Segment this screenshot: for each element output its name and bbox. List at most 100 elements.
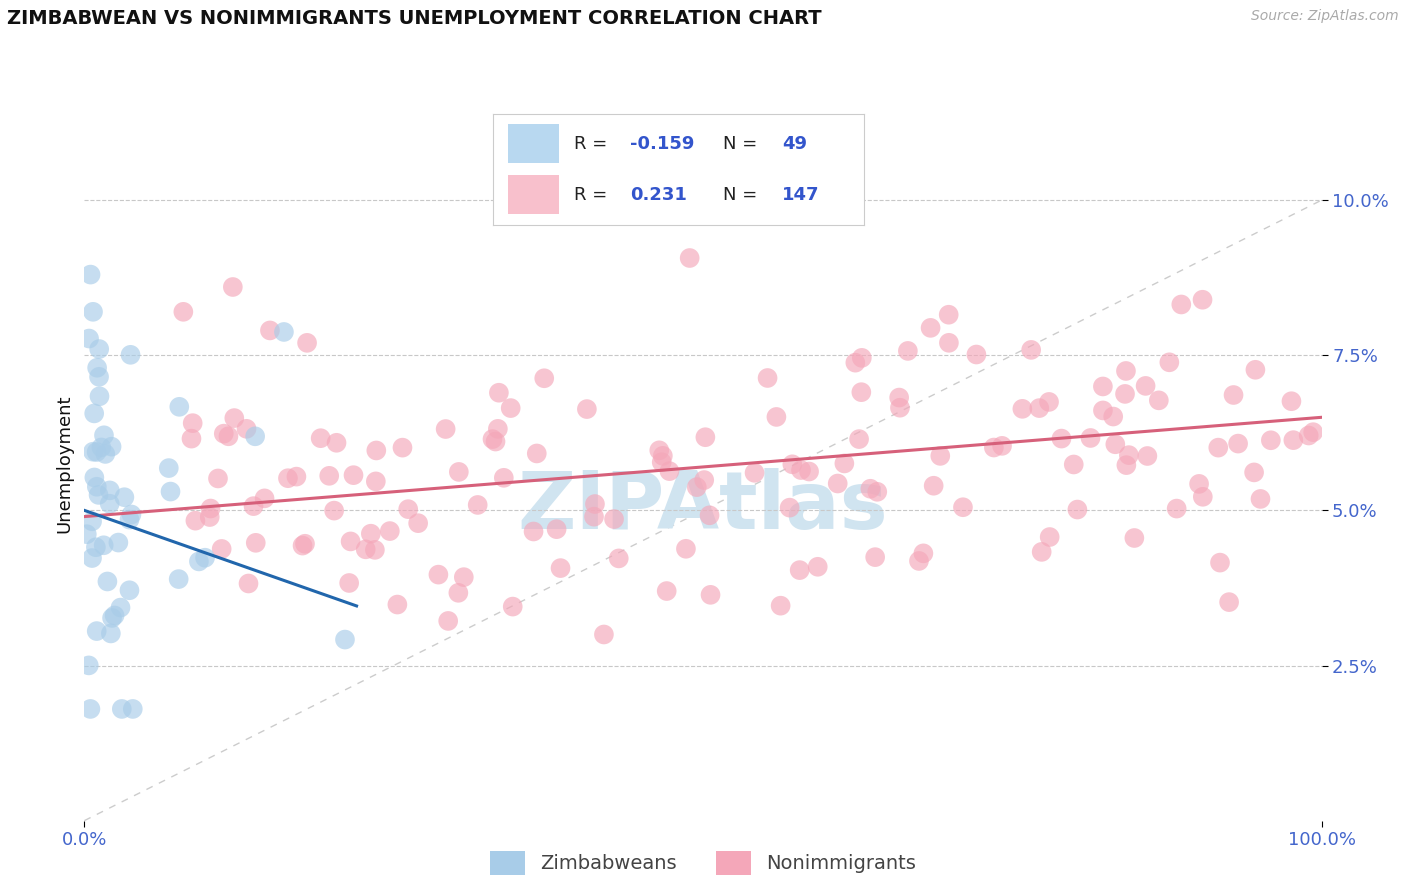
Point	[243, 429, 266, 443]
Point	[655, 584, 678, 599]
Point	[859, 482, 882, 496]
Point	[103, 608, 125, 623]
Point	[484, 434, 506, 449]
Point	[396, 502, 419, 516]
Point	[79, 702, 101, 716]
Point	[1227, 436, 1250, 450]
Point	[693, 473, 716, 487]
Point	[991, 439, 1014, 453]
Point	[391, 441, 413, 455]
Point	[1147, 393, 1170, 408]
Point	[87, 369, 110, 384]
Point	[1091, 403, 1114, 417]
Point	[387, 598, 409, 612]
Point	[467, 498, 489, 512]
Point	[93, 538, 115, 552]
Point	[245, 536, 267, 550]
Point	[89, 389, 111, 403]
Point	[889, 401, 911, 415]
Point	[488, 385, 510, 400]
Point	[779, 500, 801, 515]
Point	[169, 400, 191, 414]
Point	[84, 540, 107, 554]
Point	[318, 468, 340, 483]
Point	[277, 471, 299, 485]
Point	[1019, 343, 1042, 357]
Point	[502, 599, 524, 614]
Point	[897, 343, 920, 358]
Point	[86, 480, 108, 494]
Point	[492, 471, 515, 485]
Point	[1118, 448, 1140, 462]
Point	[1209, 556, 1232, 570]
Point	[212, 426, 235, 441]
Point	[1011, 401, 1033, 416]
Point	[238, 576, 260, 591]
Point	[366, 443, 388, 458]
Point	[782, 458, 804, 472]
Point	[1170, 297, 1192, 311]
Point	[378, 524, 401, 538]
Point	[259, 323, 281, 337]
Point	[1282, 433, 1305, 447]
Point	[1191, 293, 1213, 307]
Point	[769, 599, 792, 613]
Point	[486, 422, 509, 436]
Point	[1281, 394, 1303, 409]
Point	[607, 551, 630, 566]
Point	[744, 466, 766, 480]
Point	[1260, 434, 1282, 448]
Point	[94, 447, 117, 461]
Point	[1166, 501, 1188, 516]
Point	[80, 514, 103, 528]
Point	[1102, 409, 1125, 424]
Point	[582, 509, 605, 524]
Point	[360, 526, 382, 541]
Point	[323, 503, 346, 517]
Point	[222, 280, 245, 294]
Point	[1188, 476, 1211, 491]
Point	[1206, 441, 1229, 455]
Point	[851, 385, 873, 400]
Point	[1050, 432, 1073, 446]
Point	[194, 550, 217, 565]
Point	[522, 524, 544, 539]
Point	[294, 537, 316, 551]
Point	[112, 490, 135, 504]
Point	[76, 527, 98, 541]
Point	[756, 371, 779, 385]
Point	[364, 542, 387, 557]
Point	[295, 335, 318, 350]
Point	[651, 449, 673, 463]
Point	[827, 476, 849, 491]
Point	[100, 440, 122, 454]
Point	[434, 422, 457, 436]
Point	[1159, 355, 1181, 369]
Point	[929, 449, 952, 463]
Point	[1091, 379, 1114, 393]
Point	[291, 539, 314, 553]
Point	[93, 428, 115, 442]
Point	[912, 546, 935, 560]
Point	[844, 356, 866, 370]
Point	[922, 479, 945, 493]
Point	[406, 516, 429, 531]
Point	[333, 632, 356, 647]
Point	[89, 342, 111, 356]
Point	[120, 348, 142, 362]
Point	[181, 416, 204, 430]
Point	[1066, 502, 1088, 516]
Text: ZIMBABWEAN VS NONIMMIGRANTS UNEMPLOYMENT CORRELATION CHART: ZIMBABWEAN VS NONIMMIGRANTS UNEMPLOYMENT…	[7, 9, 821, 28]
Point	[807, 559, 830, 574]
Point	[447, 465, 470, 479]
Point	[1063, 458, 1085, 472]
Y-axis label: Unemployment: Unemployment	[55, 394, 73, 533]
Point	[427, 567, 450, 582]
Point	[309, 431, 332, 445]
Point	[1115, 364, 1137, 378]
Point	[1191, 490, 1213, 504]
Point	[593, 627, 616, 641]
Point	[546, 522, 568, 536]
Point	[111, 702, 134, 716]
Point	[1114, 387, 1136, 401]
